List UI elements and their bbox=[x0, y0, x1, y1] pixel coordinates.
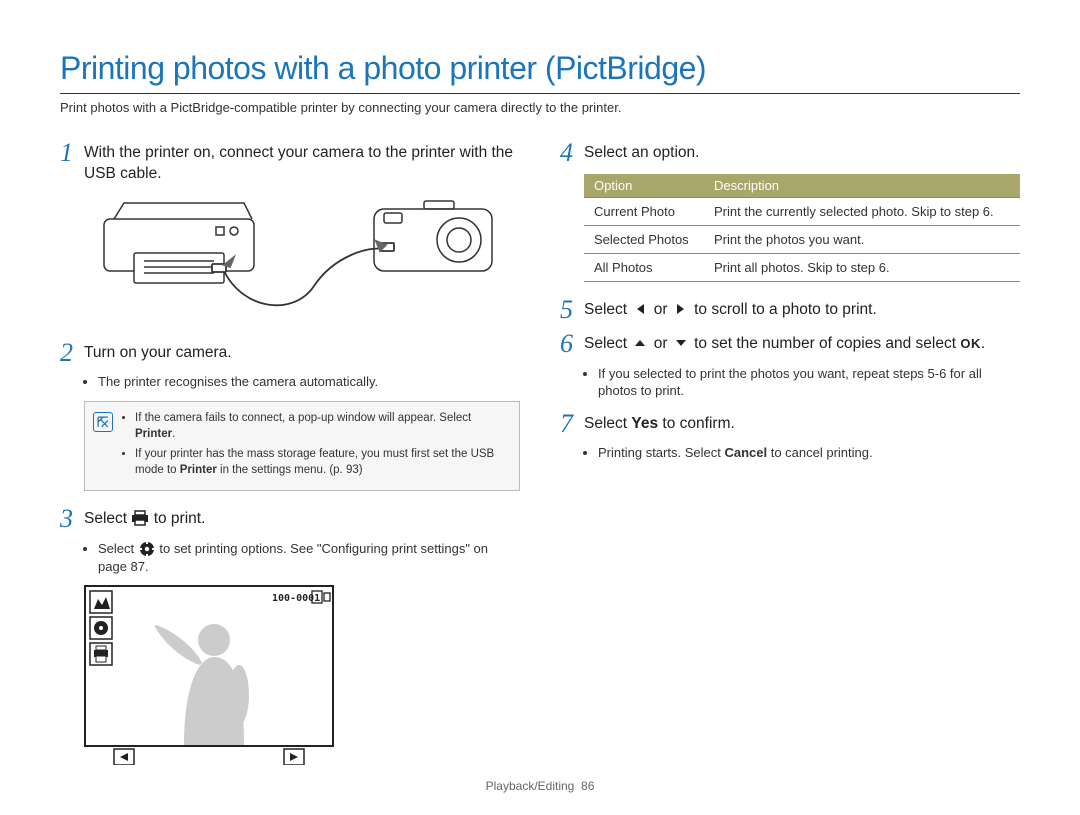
chevron-left-icon bbox=[631, 301, 649, 317]
bullet-item: Printing starts. Select Cancel to cancel… bbox=[598, 444, 1020, 462]
chevron-down-icon bbox=[672, 335, 690, 351]
step-number: 2 bbox=[60, 339, 84, 368]
step-6: 6 Select or to set the number of copies … bbox=[560, 330, 1020, 359]
table-cell: Print the photos you want. bbox=[704, 225, 1020, 253]
step-text: Turn on your camera. bbox=[84, 339, 232, 364]
left-column: 1 With the printer on, connect your came… bbox=[60, 139, 520, 770]
step-1: 1 With the printer on, connect your came… bbox=[60, 139, 520, 185]
page-title: Printing photos with a photo printer (Pi… bbox=[60, 50, 1020, 94]
bullet-item: Select to set printing options. See "Con… bbox=[98, 540, 520, 575]
table-cell: Print all photos. Skip to step 6. bbox=[704, 253, 1020, 281]
note-content: If the camera fails to connect, a pop-up… bbox=[121, 410, 509, 482]
chevron-up-icon bbox=[631, 335, 649, 351]
step-5: 5 Select or to scroll to a photo to prin… bbox=[560, 296, 1020, 325]
printer-camera-illustration bbox=[84, 191, 520, 321]
content-columns: 1 With the printer on, connect your came… bbox=[60, 139, 1020, 770]
step-number: 6 bbox=[560, 330, 584, 359]
table-header: Option bbox=[584, 174, 704, 198]
step-number: 1 bbox=[60, 139, 84, 168]
step-text: Select an option. bbox=[584, 139, 699, 164]
chevron-right-icon bbox=[672, 301, 690, 317]
step-2-bullets: The printer recognises the camera automa… bbox=[60, 373, 520, 391]
table-row: Current Photo Print the currently select… bbox=[584, 197, 1020, 225]
gear-icon bbox=[138, 541, 156, 557]
bullet-item: The printer recognises the camera automa… bbox=[98, 373, 520, 391]
table-cell: All Photos bbox=[584, 253, 704, 281]
bullet-item: If you selected to print the photos you … bbox=[598, 365, 1020, 400]
step-3-bullets: Select to set printing options. See "Con… bbox=[60, 540, 520, 575]
camera-screen-illustration: 100-0001 bbox=[84, 585, 520, 770]
step-text: Select or to set the number of copies an… bbox=[584, 330, 985, 355]
printer-icon bbox=[131, 510, 149, 526]
table-header: Description bbox=[704, 174, 1020, 198]
table-cell: Selected Photos bbox=[584, 225, 704, 253]
note-item: If your printer has the mass storage fea… bbox=[135, 446, 509, 478]
step-number: 7 bbox=[560, 410, 584, 439]
table-row: All Photos Print all photos. Skip to ste… bbox=[584, 253, 1020, 281]
step-number: 3 bbox=[60, 505, 84, 534]
right-column: 4 Select an option. Option Description C… bbox=[560, 139, 1020, 770]
step-text: With the printer on, connect your camera… bbox=[84, 139, 520, 185]
step-text: Select or to scroll to a photo to print. bbox=[584, 296, 877, 321]
note-icon bbox=[93, 412, 113, 432]
step-4: 4 Select an option. bbox=[560, 139, 1020, 168]
page-subtitle: Print photos with a PictBridge-compatibl… bbox=[60, 100, 1020, 115]
step-2: 2 Turn on your camera. bbox=[60, 339, 520, 368]
options-table: Option Description Current Photo Print t… bbox=[584, 174, 1020, 282]
note-item: If the camera fails to connect, a pop-up… bbox=[135, 410, 509, 442]
step-7: 7 Select Yes to confirm. bbox=[560, 410, 1020, 439]
step-text: Select Yes to confirm. bbox=[584, 410, 735, 435]
table-cell: Print the currently selected photo. Skip… bbox=[704, 197, 1020, 225]
ok-label: OK bbox=[960, 336, 981, 351]
step-text: Select to print. bbox=[84, 505, 205, 530]
table-cell: Current Photo bbox=[584, 197, 704, 225]
table-row: Selected Photos Print the photos you wan… bbox=[584, 225, 1020, 253]
step-6-bullets: If you selected to print the photos you … bbox=[560, 365, 1020, 400]
step-number: 4 bbox=[560, 139, 584, 168]
step-number: 5 bbox=[560, 296, 584, 325]
page-footer: Playback/Editing 86 bbox=[0, 779, 1080, 793]
note-box: If the camera fails to connect, a pop-up… bbox=[84, 401, 520, 491]
step-3: 3 Select to print. bbox=[60, 505, 520, 534]
step-7-bullets: Printing starts. Select Cancel to cancel… bbox=[560, 444, 1020, 462]
image-counter: 100-0001 bbox=[272, 593, 320, 604]
